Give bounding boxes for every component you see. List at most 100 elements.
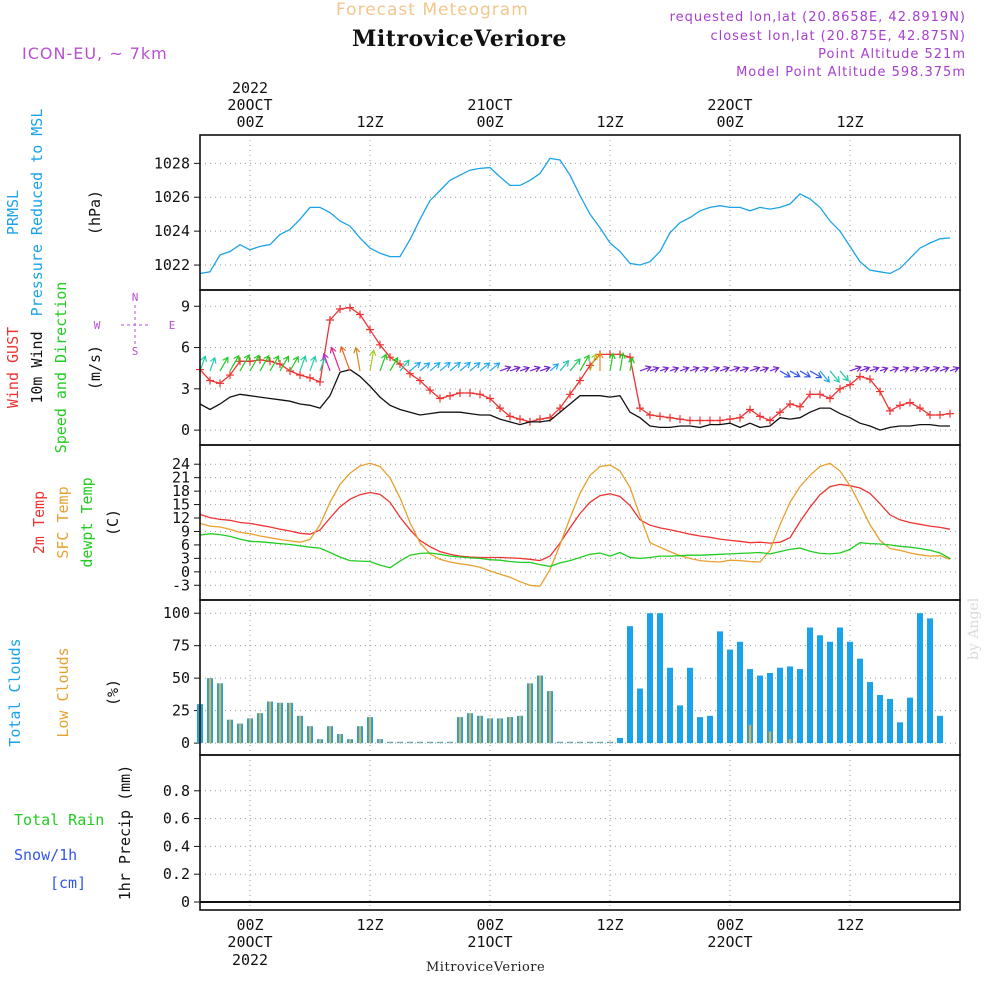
wind-arrow — [749, 365, 761, 373]
wind-arrow — [209, 356, 217, 372]
wind-arrow — [949, 366, 960, 373]
wind-arrow — [839, 370, 849, 382]
cloud-bar-total — [867, 682, 873, 744]
top-time-label: 12Z — [836, 113, 863, 131]
wind-arrow — [299, 355, 308, 372]
wind-arrow — [759, 366, 770, 373]
wind-arrow — [199, 355, 208, 372]
y-tick-label: 12 — [172, 509, 190, 527]
wind-arrow — [769, 366, 780, 373]
gust-marker — [496, 404, 504, 413]
gust-marker — [486, 394, 494, 403]
wind-arrow — [353, 346, 361, 372]
cloud-bar-total — [827, 641, 833, 744]
legend-left-label: Total Rain — [14, 811, 104, 829]
wind-arrow — [809, 370, 823, 379]
cloud-bar-low — [528, 683, 532, 744]
bottom-location-label: MitroviceVeriore — [426, 960, 546, 975]
chart-type-title: Forecast Meteogram — [336, 0, 529, 20]
gust-marker — [826, 394, 834, 403]
y-axis-label: Wind GUST — [4, 327, 22, 408]
bottom-year-label: 2022 — [232, 951, 268, 969]
y-tick-label: 6 — [181, 339, 190, 357]
gust-marker — [656, 412, 664, 421]
gust-marker — [946, 409, 954, 418]
cloud-bar-low — [278, 702, 282, 744]
wind-arrow — [719, 365, 731, 373]
wind-arrow — [699, 366, 710, 373]
gust-marker — [686, 416, 694, 425]
top-time-label: 12Z — [596, 113, 623, 131]
y-axis-label: 10m Wind — [28, 331, 46, 403]
y-tick-label: 0.2 — [163, 865, 190, 883]
gust-marker — [646, 410, 654, 419]
cloud-bar-low — [428, 741, 432, 744]
wind-arrow — [489, 362, 501, 372]
cloud-bar-low — [218, 683, 222, 744]
legend-left-label: [cm] — [50, 874, 86, 892]
wind-arrow — [579, 354, 590, 372]
wind-arrow — [239, 353, 250, 372]
gust-marker — [916, 404, 924, 413]
cloud-bar-total — [817, 635, 823, 744]
wind-arrow — [596, 351, 604, 371]
gust-marker — [386, 353, 394, 362]
gust-marker — [806, 390, 814, 399]
y-axis-label: (hPa) — [86, 190, 104, 235]
cloud-bar-low — [388, 741, 392, 744]
series-line-sfc — [199, 462, 951, 587]
gust-marker — [326, 316, 334, 325]
gust-marker — [266, 357, 274, 366]
y-tick-label: 24 — [172, 455, 190, 473]
gust-marker — [456, 388, 464, 397]
y-tick-label: 0 — [181, 563, 190, 581]
bottom-time-label: 12Z — [836, 916, 863, 934]
compass-west: W — [94, 319, 101, 332]
gust-marker — [846, 380, 854, 389]
legend-left-label: Snow/1h — [14, 846, 77, 864]
bottom-time-label: 12Z — [356, 916, 383, 934]
gust-marker — [376, 340, 384, 349]
gust-marker — [816, 390, 824, 399]
cloud-bar-low — [378, 739, 382, 744]
cloud-bar-low — [508, 717, 512, 744]
gust-marker — [406, 369, 414, 378]
y-tick-label: 0.8 — [163, 782, 190, 800]
cloud-bar-low — [238, 723, 242, 744]
y-axis-label: Total Clouds — [6, 638, 24, 746]
cloud-bar-total — [897, 722, 903, 744]
gust-marker — [786, 399, 794, 408]
wind-arrow — [799, 370, 812, 378]
y-tick-label: 0 — [181, 421, 190, 439]
cloud-bar-total — [687, 667, 693, 744]
wind-arrow — [219, 356, 229, 372]
y-tick-label: 3 — [181, 549, 190, 567]
cloud-bar-total — [907, 697, 913, 744]
cloud-bar-total — [807, 627, 813, 744]
y-tick-label: 18 — [172, 482, 190, 500]
y-tick-label: -3 — [172, 576, 190, 594]
cloud-bar-low — [608, 741, 612, 744]
gust-marker — [796, 402, 804, 411]
gust-marker — [216, 379, 224, 388]
bottom-time-label: 00Z — [476, 916, 503, 934]
cloud-bar-low — [328, 726, 332, 744]
wind-arrow — [779, 370, 792, 378]
bottom-date-label: 20OCT — [227, 933, 272, 951]
wind-arrow — [399, 359, 410, 372]
y-tick-label: 0 — [181, 734, 190, 752]
gust-marker — [876, 387, 884, 396]
gust-marker — [706, 416, 714, 425]
wind-arrow — [459, 361, 472, 372]
y-axis-label: PRMSL — [4, 190, 22, 235]
cloud-bar-total — [617, 737, 623, 744]
wind-arrow — [259, 354, 270, 372]
y-tick-label: 0.6 — [163, 810, 190, 828]
wind-arrow — [509, 365, 521, 373]
cloud-bar-low — [208, 678, 212, 744]
wind-arrow — [469, 361, 481, 372]
gust-marker — [296, 371, 304, 380]
gust-marker — [316, 377, 324, 386]
wind-arrow — [929, 365, 941, 373]
